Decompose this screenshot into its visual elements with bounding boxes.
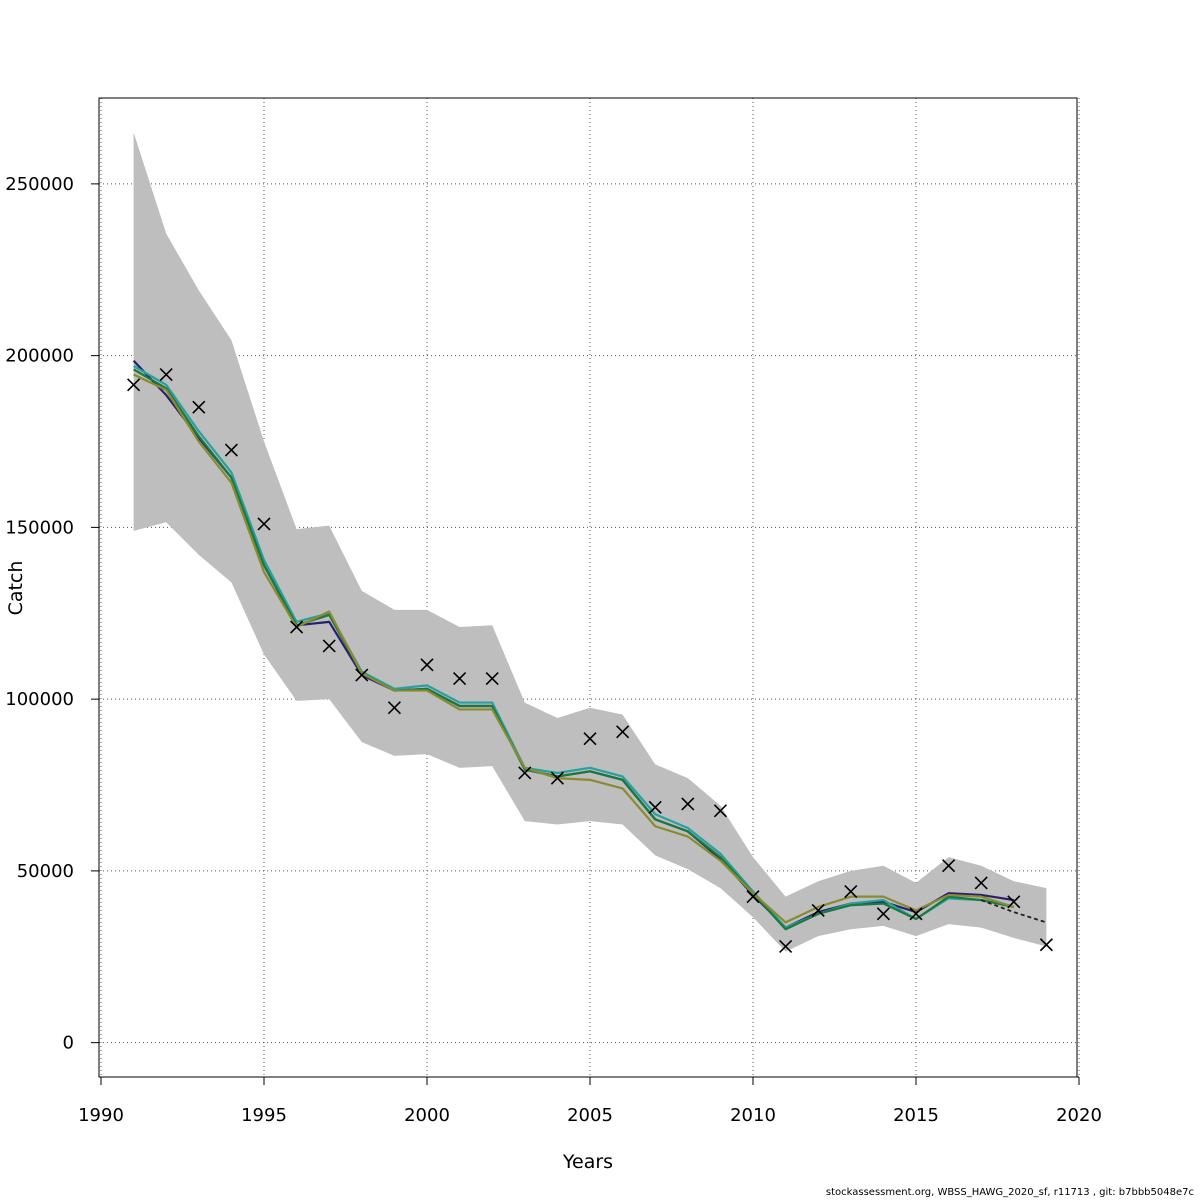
series-line-3 bbox=[133, 368, 1015, 931]
observation-marker bbox=[713, 804, 727, 818]
observation-marker bbox=[192, 400, 206, 414]
y-tick-label: 150000 bbox=[5, 517, 74, 538]
x-tick-label: 2020 bbox=[1056, 1105, 1102, 1126]
observation-marker bbox=[387, 701, 401, 715]
y-tick-label: 100000 bbox=[5, 689, 74, 710]
observation-marker bbox=[322, 639, 336, 653]
observation-marker bbox=[224, 443, 238, 457]
y-tick-label: 50000 bbox=[17, 861, 74, 882]
observation-marker bbox=[616, 725, 630, 739]
observation-marker bbox=[355, 668, 369, 682]
observation-marker bbox=[779, 939, 793, 954]
footer-credit: stockassessment.org, WBSS_HAWG_2020_sf, … bbox=[825, 1187, 1194, 1198]
observation-marker bbox=[909, 907, 923, 921]
x-tick-label: 2000 bbox=[404, 1105, 450, 1126]
y-tick-label: 200000 bbox=[5, 346, 74, 367]
observation-marker bbox=[681, 797, 695, 811]
y-axis-title: Catch bbox=[5, 561, 27, 616]
observation-marker bbox=[942, 859, 956, 873]
x-tick-label: 2010 bbox=[730, 1105, 776, 1126]
x-axis-title: Years bbox=[562, 1151, 613, 1173]
x-tick-label: 2015 bbox=[893, 1105, 939, 1126]
observation-marker bbox=[876, 907, 890, 921]
observation-marker bbox=[420, 658, 434, 672]
observation-marker bbox=[518, 766, 532, 780]
observation-markers-group bbox=[127, 367, 1053, 954]
y-axis: 0 50000 100000 150000 200000 250000 bbox=[5, 174, 100, 1054]
observation-marker bbox=[746, 890, 760, 904]
observation-marker bbox=[811, 903, 825, 917]
observation-marker bbox=[648, 800, 662, 814]
observation-marker bbox=[1039, 938, 1053, 952]
confidence-band bbox=[133, 132, 1047, 952]
observation-marker bbox=[1007, 895, 1021, 909]
x-axis: 1990 1995 2000 2005 2010 2015 2020 bbox=[78, 1076, 1102, 1126]
observation-marker bbox=[583, 732, 597, 746]
observation-marker bbox=[290, 620, 304, 634]
x-tick-label: 2005 bbox=[567, 1105, 613, 1126]
confidence-band-group bbox=[133, 132, 1047, 952]
y-tick-label: 250000 bbox=[5, 174, 74, 195]
observation-marker bbox=[550, 771, 564, 785]
x-tick-label: 1995 bbox=[241, 1105, 287, 1126]
series-line-2 bbox=[133, 364, 1015, 929]
observation-marker bbox=[974, 876, 988, 890]
series-line-4 bbox=[133, 373, 1015, 924]
observation-marker bbox=[844, 884, 858, 899]
grid-lines bbox=[99, 98, 1080, 1077]
observation-marker bbox=[485, 671, 499, 686]
y-tick-label: 0 bbox=[63, 1033, 74, 1054]
observation-marker bbox=[453, 671, 467, 686]
observation-marker bbox=[127, 378, 141, 392]
x-tick-label: 1990 bbox=[78, 1105, 124, 1126]
series-lines-group bbox=[132, 360, 1047, 931]
observation-marker bbox=[257, 517, 271, 531]
series-line-5 bbox=[980, 899, 1047, 924]
observation-marker bbox=[159, 367, 173, 382]
